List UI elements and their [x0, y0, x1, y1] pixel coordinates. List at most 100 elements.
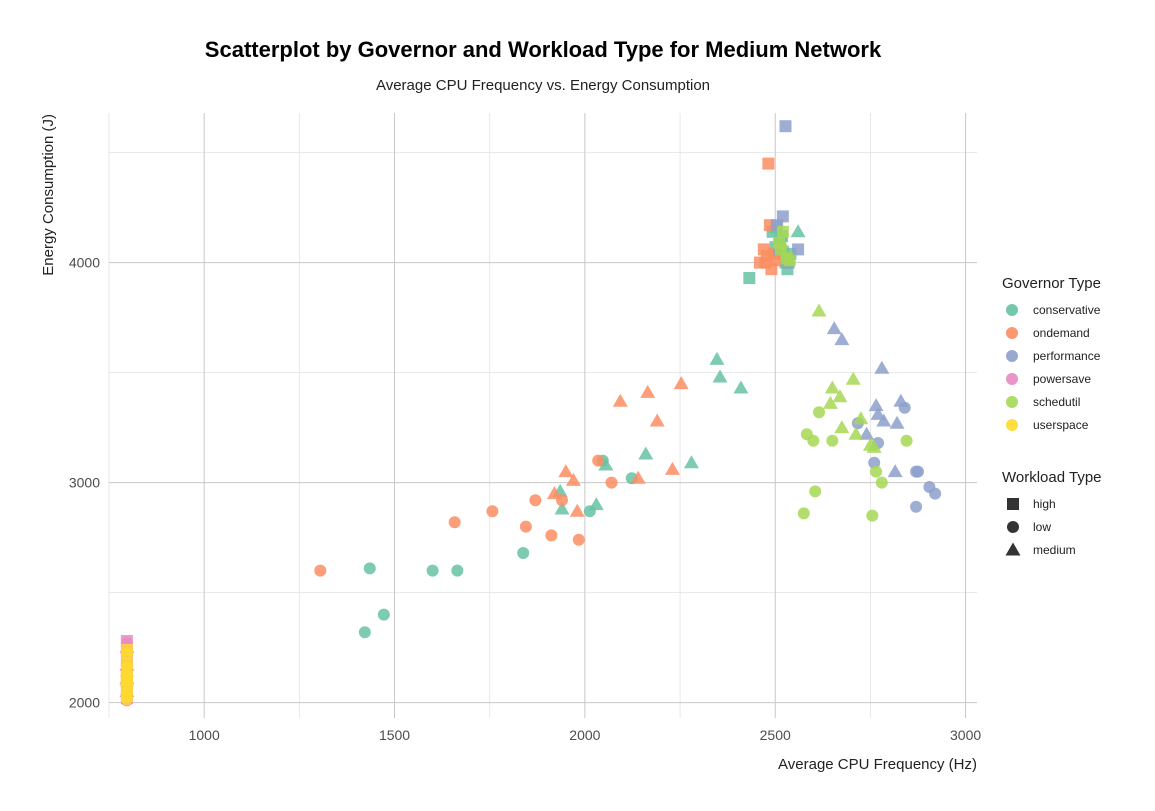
data-point	[314, 564, 327, 577]
data-point	[853, 411, 869, 425]
data-point	[377, 608, 390, 621]
data-point	[743, 272, 756, 284]
data-point	[426, 564, 439, 577]
data-point	[900, 434, 913, 447]
data-point	[809, 485, 822, 498]
data-point	[363, 562, 376, 575]
legend-swatch-ondemand	[1006, 327, 1018, 339]
legend-shape-low	[1007, 521, 1019, 533]
data-point	[733, 380, 749, 394]
series-schedutil-low	[797, 406, 913, 522]
data-point	[565, 472, 581, 486]
grid-lines	[108, 113, 977, 718]
data-point	[588, 497, 604, 511]
data-point	[776, 210, 789, 223]
data-point	[572, 533, 585, 546]
data-point	[834, 332, 850, 346]
data-point	[769, 254, 782, 267]
data-point	[605, 476, 618, 489]
legend-swatch-schedutil	[1006, 396, 1018, 408]
data-point	[776, 225, 789, 238]
data-point	[451, 564, 464, 577]
data-point	[712, 369, 728, 383]
legend-swatch-performance	[1006, 350, 1018, 362]
data-point	[889, 415, 905, 429]
x-tick-label: 1000	[189, 727, 220, 743]
data-point	[807, 434, 820, 447]
data-point	[119, 673, 135, 687]
data-point	[845, 371, 861, 385]
data-point	[822, 395, 838, 409]
workload-legend: Workload Type high low medium	[1002, 469, 1102, 557]
data-point	[911, 465, 924, 478]
x-tick-label: 2500	[760, 727, 791, 743]
data-point	[709, 351, 725, 365]
x-tick-label: 1500	[379, 727, 410, 743]
data-point	[929, 487, 942, 500]
data-point	[834, 420, 850, 434]
legend-swatch-conservative	[1006, 304, 1018, 316]
data-points	[119, 120, 942, 707]
data-point	[120, 648, 133, 661]
series-conservative-low	[358, 454, 638, 639]
data-point	[120, 693, 133, 706]
data-point	[612, 393, 628, 407]
series-performance-medium	[826, 321, 909, 478]
data-point	[119, 664, 135, 678]
data-point	[545, 529, 558, 542]
data-point	[558, 464, 574, 478]
data-point	[876, 413, 892, 427]
data-point	[762, 157, 775, 170]
legend-label-schedutil: schedutil	[1033, 395, 1080, 409]
data-point	[824, 380, 840, 394]
data-point	[673, 376, 689, 390]
data-point	[448, 516, 461, 529]
data-point	[683, 455, 699, 469]
data-point	[868, 398, 884, 412]
legend-shape-high	[1007, 498, 1019, 510]
y-tick-label: 4000	[69, 255, 100, 271]
data-point	[569, 503, 585, 517]
x-tick-label: 2000	[569, 727, 600, 743]
y-tick-label: 3000	[69, 475, 100, 491]
data-point	[649, 413, 665, 427]
data-point	[792, 243, 805, 256]
series-schedutil-high	[773, 225, 796, 267]
chart-subtitle: Average CPU Frequency vs. Energy Consump…	[376, 77, 710, 94]
legend-label-performance: performance	[1033, 349, 1101, 363]
data-point	[638, 446, 654, 460]
data-point	[774, 243, 787, 256]
legend-label-ondemand: ondemand	[1033, 326, 1090, 340]
data-point	[813, 406, 826, 419]
data-point	[866, 509, 879, 522]
data-point	[546, 486, 562, 500]
data-point	[859, 426, 875, 440]
data-point	[790, 224, 806, 238]
legend-label-high: high	[1033, 497, 1056, 511]
data-point	[910, 500, 923, 513]
legend-swatch-powersave	[1006, 373, 1018, 385]
data-point	[779, 120, 792, 133]
data-point	[554, 501, 570, 515]
data-point	[832, 389, 848, 403]
y-axis-ticks: 2000 3000 4000	[69, 255, 100, 711]
governor-legend-title: Governor Type	[1002, 275, 1101, 292]
data-point	[759, 256, 772, 269]
data-point	[811, 303, 827, 317]
data-point	[870, 465, 883, 478]
data-point	[640, 384, 656, 398]
data-point	[598, 457, 614, 471]
data-point	[893, 393, 909, 407]
data-point	[887, 464, 903, 478]
x-axis-ticks: 1000 1500 2000 2500 3000	[189, 727, 982, 743]
data-point	[866, 439, 882, 453]
data-point	[630, 470, 646, 484]
legend-shape-medium	[1005, 542, 1021, 556]
legend-swatch-userspace	[1006, 419, 1018, 431]
series-userspace-medium	[119, 664, 135, 687]
legend-label-powersave: powersave	[1033, 372, 1091, 386]
y-tick-label: 2000	[69, 695, 100, 711]
data-point	[826, 321, 842, 335]
legend-label-userspace: userspace	[1033, 418, 1089, 432]
